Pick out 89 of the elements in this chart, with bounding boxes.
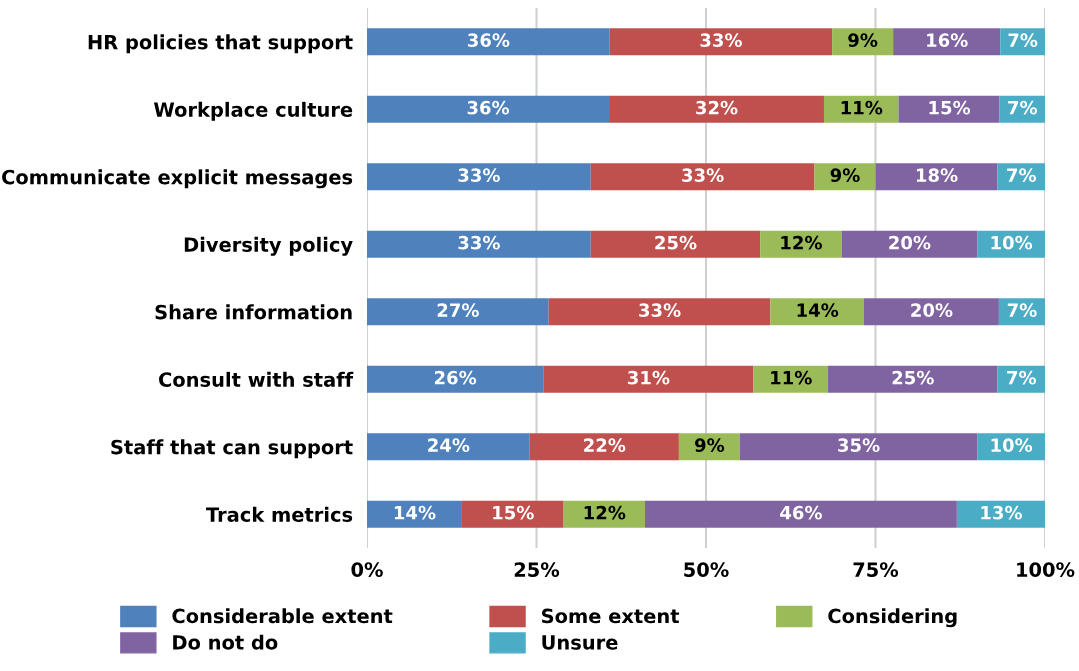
bar	[841, 230, 978, 258]
bar	[753, 365, 829, 393]
bar	[828, 365, 998, 393]
data-label: 11%	[841, 100, 883, 115]
bar	[367, 433, 530, 461]
legend-label: Do not do	[173, 634, 278, 650]
bar	[367, 28, 610, 56]
data-label: 20%	[889, 235, 931, 250]
data-label: 31%	[627, 370, 670, 385]
bar	[461, 500, 564, 528]
legend-label: Unsure	[542, 635, 618, 650]
y-tick-label: Share information	[155, 304, 352, 320]
x-tick-label: 100%	[1017, 562, 1075, 577]
bar	[609, 95, 824, 123]
data-label: 9%	[848, 33, 878, 47]
data-label: 33%	[682, 168, 724, 182]
bar	[956, 500, 1045, 528]
data-label: 10%	[991, 235, 1033, 250]
data-label: 16%	[927, 33, 968, 47]
data-label: 14%	[394, 505, 436, 520]
data-label: 32%	[696, 100, 738, 115]
bar	[563, 500, 645, 528]
data-label: 20%	[911, 303, 953, 317]
bar	[898, 95, 1000, 123]
legend-label: Considering	[828, 608, 957, 628]
data-label: 33%	[639, 303, 681, 317]
y-tick-label: Staff that can support	[111, 439, 353, 459]
data-label: 33%	[700, 33, 742, 47]
y-tick-label: Workplace culture	[153, 101, 353, 121]
data-label: 27%	[437, 303, 479, 317]
data-label: 7%	[1007, 168, 1037, 182]
data-label: 7%	[1008, 100, 1038, 115]
x-tick-label: 25%	[514, 562, 560, 577]
bar	[739, 433, 978, 461]
bar	[760, 230, 842, 258]
bar	[367, 95, 610, 123]
data-label: 24%	[428, 438, 470, 452]
bar	[367, 365, 544, 393]
data-label: 33%	[458, 235, 500, 250]
bar	[875, 163, 998, 191]
bar	[367, 163, 591, 191]
data-label: 12%	[584, 505, 626, 520]
bar	[609, 28, 833, 56]
data-label: 7%	[1007, 370, 1037, 385]
bar	[770, 298, 864, 326]
data-label: 9%	[830, 168, 860, 182]
bar	[590, 230, 761, 258]
data-label: 25%	[655, 235, 697, 250]
data-label: 18%	[916, 168, 958, 182]
y-tick-label: HR policies that support	[88, 34, 353, 54]
bar	[863, 298, 999, 326]
data-label: 7%	[1007, 303, 1037, 317]
y-tick-label: Communicate explicit messages	[2, 169, 353, 189]
data-label: 9%	[695, 438, 725, 452]
data-label: 26%	[434, 370, 477, 385]
y-tick-label: Consult with staff	[159, 371, 354, 387]
data-label: 14%	[797, 303, 839, 317]
x-tick-label: 0%	[351, 562, 383, 577]
bar	[548, 298, 771, 326]
y-tick-label: Track metrics	[206, 506, 353, 522]
bar	[367, 298, 549, 326]
x-tick-label: 50%	[684, 562, 729, 577]
data-label: 46%	[780, 505, 822, 520]
data-label: 35%	[838, 438, 880, 452]
data-label: 13%	[981, 505, 1022, 520]
y-tick-label: Diversity policy	[184, 236, 353, 256]
bar	[823, 95, 899, 123]
data-label: 36%	[467, 100, 510, 115]
data-label: 25%	[892, 370, 934, 385]
bar	[543, 365, 754, 393]
bar	[590, 163, 815, 191]
bar	[367, 500, 462, 528]
legend-label: Some extent	[542, 608, 680, 624]
data-label: 11%	[771, 370, 812, 385]
bar	[367, 230, 591, 258]
x-tick-label: 75%	[853, 562, 899, 577]
bar	[893, 28, 1001, 56]
data-label: 15%	[929, 100, 971, 115]
data-label: 33%	[458, 168, 500, 182]
legend-label: Considerable extent	[172, 608, 393, 624]
data-label: 7%	[1008, 33, 1038, 47]
data-label: 22%	[584, 438, 626, 452]
data-label: 15%	[493, 505, 534, 520]
data-label: 12%	[781, 235, 822, 250]
bar	[678, 433, 740, 461]
data-label: 10%	[991, 438, 1033, 452]
bar	[644, 500, 957, 528]
bar	[529, 433, 679, 461]
data-label: 36%	[467, 33, 510, 47]
